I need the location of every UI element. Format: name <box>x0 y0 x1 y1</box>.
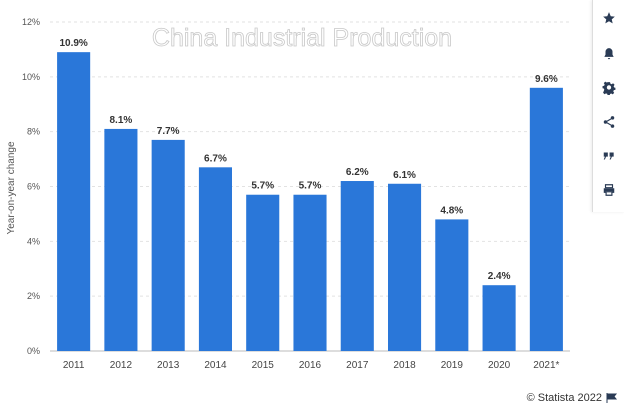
y-tick-label: 6% <box>27 182 40 192</box>
data-label: 6.2% <box>346 167 369 178</box>
print-button[interactable] <box>593 172 624 208</box>
bell-icon <box>604 48 614 60</box>
y-tick-label: 2% <box>27 291 40 301</box>
data-label: 6.7% <box>204 153 227 164</box>
data-label: 5.7% <box>299 181 322 192</box>
flag-icon <box>606 393 618 403</box>
x-axis-ticks: 2011 2012 2013 2014 2015 2016 2017 2018 2019 2020… <box>63 360 560 371</box>
bar[interactable] <box>482 285 516 351</box>
bar[interactable] <box>198 167 232 351</box>
y-tick-label: 8% <box>27 127 40 137</box>
y-tick-label: 10% <box>22 72 40 82</box>
x-tick-label: 2017 <box>346 360 369 371</box>
bar[interactable] <box>340 181 374 351</box>
x-tick-label: 2016 <box>299 360 322 371</box>
bar[interactable] <box>104 128 138 351</box>
x-tick-label: 2020 <box>488 360 511 371</box>
x-tick-label: 2015 <box>252 360 275 371</box>
data-label: 10.9% <box>59 38 87 49</box>
data-label: 6.1% <box>393 170 416 181</box>
y-tick-label: 12% <box>22 17 40 27</box>
share-icon <box>603 116 615 128</box>
star-icon <box>603 12 615 24</box>
y-tick-label: 4% <box>27 236 40 246</box>
settings-button[interactable] <box>593 70 624 106</box>
data-label: 2.4% <box>488 271 511 282</box>
y-axis-label: Year-on-year change <box>6 141 17 234</box>
bars <box>57 52 563 352</box>
notification-button[interactable] <box>593 36 624 72</box>
x-tick-label: 2019 <box>441 360 464 371</box>
bar[interactable] <box>388 183 422 351</box>
x-tick-label: 2011 <box>63 360 85 371</box>
data-label: 5.7% <box>251 181 274 192</box>
bar[interactable] <box>529 87 563 352</box>
x-tick-label: 2014 <box>204 360 227 371</box>
x-tick-label: 2013 <box>157 360 180 371</box>
x-tick-label: 2021* <box>533 360 559 371</box>
quote-icon <box>603 152 614 160</box>
bar[interactable] <box>246 194 280 351</box>
data-labels: 10.9% 8.1% 7.7% 6.7% 5.7% 5.7% 6.2% 6.1% 4.8% 2.4… <box>59 38 557 282</box>
data-label: 4.8% <box>440 205 463 216</box>
x-tick-label: 2012 <box>110 360 133 371</box>
bar[interactable] <box>151 139 185 351</box>
bar[interactable] <box>435 219 469 351</box>
chart-title: China Industrial Production <box>152 24 452 52</box>
print-icon <box>603 184 615 196</box>
favorite-button[interactable] <box>593 0 624 36</box>
y-tick-label: 0% <box>27 346 40 356</box>
y-axis-ticks: 0% 2% 4% 6% 8% 10% 12% <box>22 17 40 356</box>
bar[interactable] <box>57 52 91 352</box>
x-tick-label: 2018 <box>393 360 416 371</box>
gear-icon <box>602 81 616 95</box>
source-credit[interactable]: © Statista 2022 <box>527 392 618 404</box>
data-label: 9.6% <box>535 74 558 85</box>
data-label: 7.7% <box>157 126 180 137</box>
share-button[interactable] <box>593 104 624 140</box>
data-label: 8.1% <box>110 115 133 126</box>
bar[interactable] <box>293 194 327 351</box>
credit-text: © Statista 2022 <box>526 392 602 404</box>
chart-toolbar <box>592 0 624 212</box>
cite-button[interactable] <box>593 138 624 174</box>
